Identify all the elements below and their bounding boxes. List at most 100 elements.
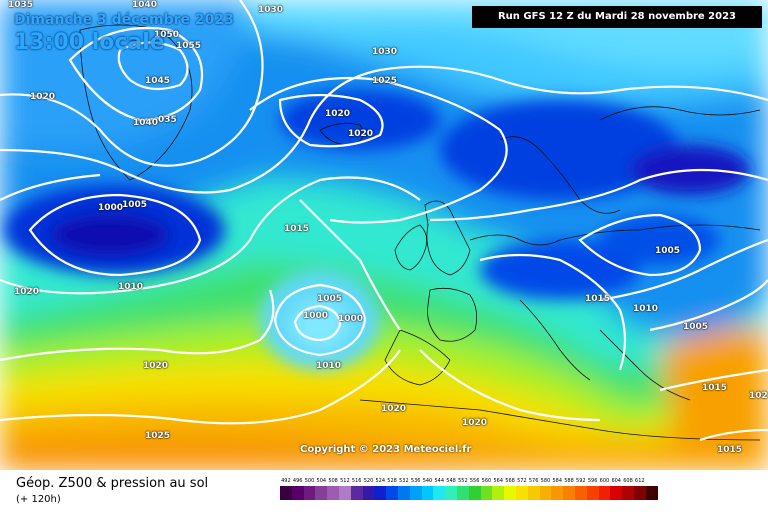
- color-scale-swatch: [291, 486, 304, 500]
- color-scale-label: 580: [540, 478, 551, 484]
- color-scale-label: 568: [505, 478, 515, 484]
- isobar-label: 1020: [14, 287, 40, 297]
- color-scale-swatch: [338, 486, 351, 500]
- color-scale-swatch: [586, 486, 599, 500]
- color-scale-swatch: [445, 486, 457, 500]
- isobar-label: 1015: [702, 383, 728, 393]
- isobar-label: 1040: [132, 0, 158, 10]
- color-scale-swatch: [327, 486, 339, 500]
- color-scale-label: [646, 478, 658, 484]
- color-scale-swatch: [433, 486, 446, 500]
- forecast-lead-time: (+ 120h): [16, 494, 61, 505]
- color-scale-swatch: [362, 486, 375, 500]
- color-scale-label: 500: [304, 478, 315, 484]
- color-scale-label: 548: [446, 478, 456, 484]
- forecast-time: 13:00 locale: [14, 30, 165, 55]
- color-scale-swatch: [504, 486, 516, 500]
- isobar-label: 1015: [585, 294, 611, 304]
- isobar-label: 1030: [372, 47, 398, 57]
- isobar-label: 1050: [154, 30, 180, 40]
- color-scale-swatch: [456, 486, 469, 500]
- isobar-label: 1020: [143, 361, 169, 371]
- forecast-date: Dimanche 3 décembre 2023: [14, 12, 234, 28]
- color-scale-label: 608: [623, 478, 633, 484]
- isobar-label: 1045: [145, 76, 171, 86]
- color-scale-label: 556: [469, 478, 480, 484]
- isobar-label: 1030: [258, 5, 284, 15]
- geopotential-field: [0, 0, 768, 470]
- color-scale-label: 576: [528, 478, 539, 484]
- color-scale-label: 516: [351, 478, 362, 484]
- isobar-label: 1025: [145, 431, 171, 441]
- color-scale-label: 612: [635, 478, 645, 484]
- isobar-label: 1040: [133, 118, 159, 128]
- isobar-label: 1005: [655, 246, 681, 256]
- color-scale-swatch: [633, 486, 646, 500]
- isobar-label: 1035: [8, 0, 34, 10]
- isobar-label: 1000: [303, 311, 329, 321]
- copyright-notice: Copyright © 2023 Meteociel.fr: [300, 444, 472, 455]
- color-scale-swatch: [622, 486, 634, 500]
- color-scale-label: 508: [328, 478, 338, 484]
- isobar-label: 1015: [717, 445, 743, 455]
- color-scale-swatch: [574, 486, 587, 500]
- color-scale-label: 592: [576, 478, 586, 484]
- color-scale-label: 552: [458, 478, 468, 484]
- color-scale-swatch: [409, 486, 422, 500]
- isobar-label: 1020: [325, 109, 351, 119]
- isobar-lines: [0, 0, 768, 440]
- color-scale-label: 560: [481, 478, 492, 484]
- forecast-map: 1035 1040 1030 1050 1055 1045 1040 035 1…: [0, 0, 768, 470]
- color-scale-label: 528: [387, 478, 397, 484]
- color-scale-label: 564: [493, 478, 504, 484]
- isobar-label: 1020: [381, 404, 407, 414]
- isobar-label: 1005: [317, 294, 343, 304]
- isobar-label: 1055: [176, 41, 202, 51]
- color-scale-label: 540: [422, 478, 433, 484]
- color-scale-label: 572: [517, 478, 527, 484]
- color-scale-label: 536: [410, 478, 421, 484]
- color-scale-swatch: [598, 486, 611, 500]
- color-scale-label: 524: [375, 478, 386, 484]
- color-scale-swatch: [480, 486, 493, 500]
- color-scale-label: 496: [292, 478, 303, 484]
- isobar-label: 1005: [683, 322, 709, 332]
- isobar-label: 035: [158, 115, 177, 125]
- coastlines: [79, 24, 761, 441]
- isobar-label: 1000: [338, 314, 364, 324]
- color-scale-label: 520: [363, 478, 374, 484]
- color-scale-swatch: [610, 486, 623, 500]
- color-scale-swatch: [492, 486, 505, 500]
- isobar-label: 1025: [372, 76, 398, 86]
- color-scale-label: 596: [587, 478, 598, 484]
- color-scale-swatch: [539, 486, 552, 500]
- color-scale-swatch: [315, 486, 328, 500]
- color-scale-label: 492: [281, 478, 291, 484]
- color-scale-label: 504: [316, 478, 327, 484]
- color-scale-swatch: [421, 486, 434, 500]
- color-scale-label: 512: [340, 478, 350, 484]
- color-scale-swatch: [374, 486, 387, 500]
- isobar-label: 1000: [98, 203, 124, 213]
- color-scale-label: 604: [611, 478, 621, 484]
- color-scale-swatch: [551, 486, 564, 500]
- isobar-label: 1020: [462, 418, 488, 428]
- isobar-label: 1010: [316, 361, 342, 371]
- color-scale-swatch: [350, 486, 363, 500]
- color-scale-labels: 492 496 500 504 508 512 516 520 524 528 532 536 540 5…: [280, 478, 752, 484]
- color-scale-swatch: [527, 486, 540, 500]
- color-scale-label: 544: [434, 478, 445, 484]
- color-scale-swatch: [563, 486, 575, 500]
- color-scale-swatch: [645, 486, 658, 500]
- isobar-label: 102: [749, 391, 768, 401]
- color-scale-label: 584: [552, 478, 562, 484]
- isobar-label: 1020: [30, 92, 56, 102]
- color-scale-swatch: [386, 486, 398, 500]
- color-scale-swatch: [515, 486, 528, 500]
- color-scale-swatch: [468, 486, 481, 500]
- color-scale-swatches: [280, 486, 752, 500]
- model-run-label: Run GFS 12 Z du Mardi 28 novembre 2023: [472, 6, 762, 28]
- color-scale-swatch: [280, 486, 292, 500]
- color-scale-swatch: [303, 486, 316, 500]
